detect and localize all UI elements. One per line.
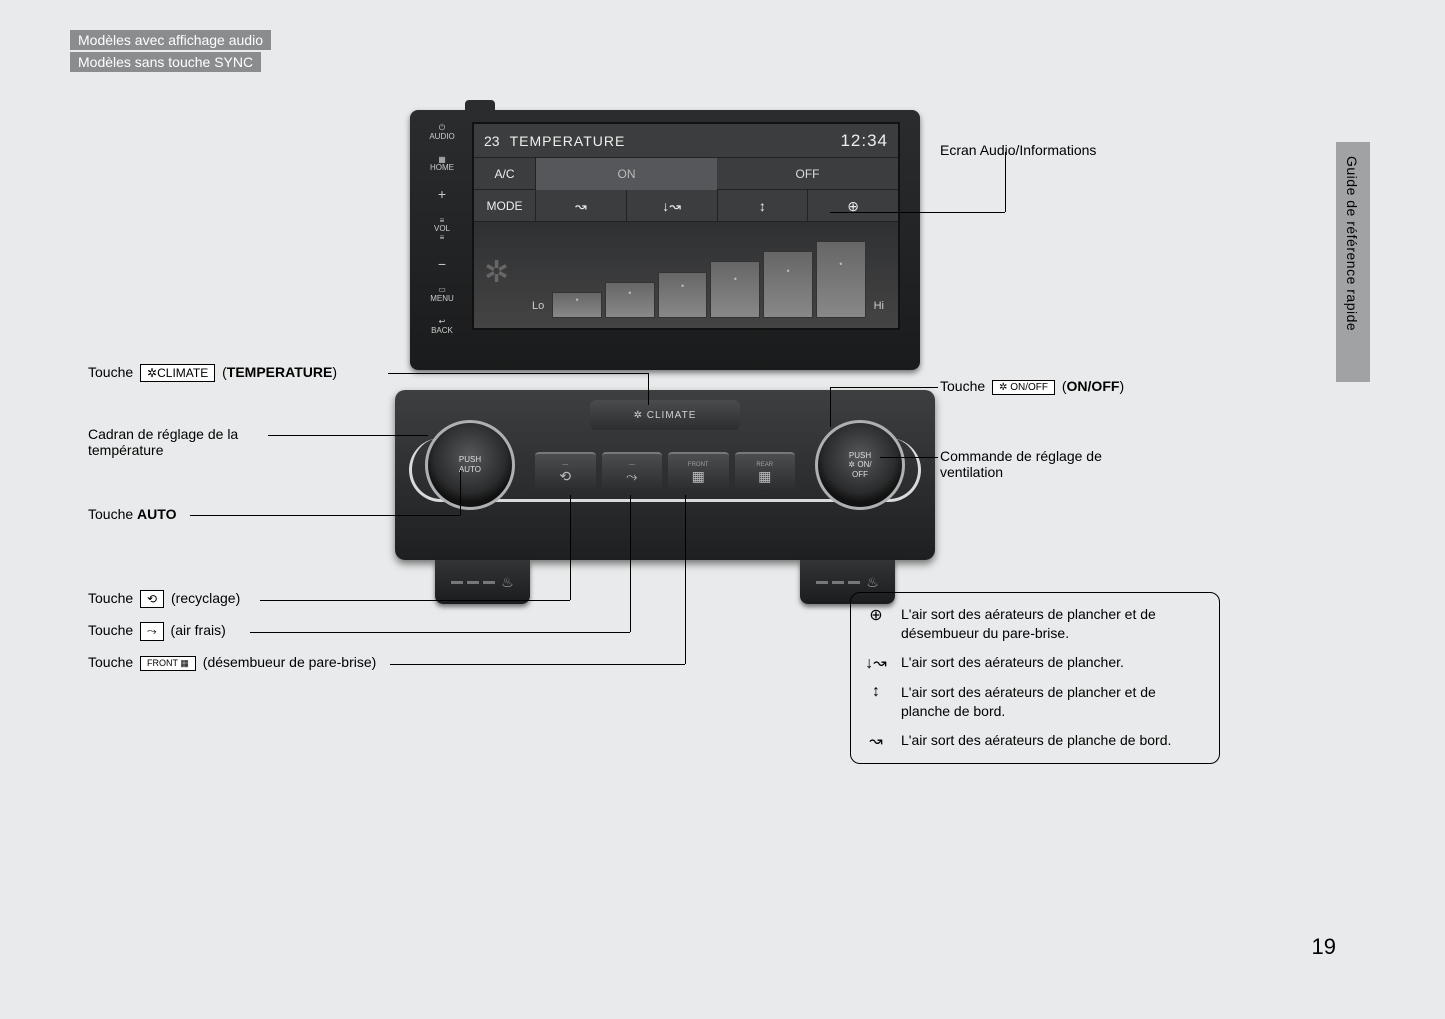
leader-auto-v [460,470,461,515]
fan-seg-5[interactable]: • [763,251,813,318]
section-tab: Guide de référence rapide [1336,142,1370,382]
label-recycle: Touche ⟲ (recyclage) [88,590,240,608]
legend-text-4: L'air sort des aérateurs de planche de b… [901,731,1205,751]
legend-icon-3: ↕ [865,683,887,721]
fresh-air-btn[interactable]: —⤳ [602,452,663,492]
fresh-icon-box: ⤳ [140,622,164,641]
leader-onoff-h [830,387,938,388]
model-tag-1: Modèles avec affichage audio [70,30,271,50]
label-defrost: Touche FRONT ▦ (désembueur de pare-brise… [88,654,376,671]
recirculate-btn[interactable]: —⟲ [535,452,596,492]
climate-icon-box: ✲CLIMATE [140,364,215,382]
mode-label: MODE [474,190,536,222]
audio-display-unit: ⏻AUDIO ▦HOME + ≡VOL≡ − ▭MENU ↩BACK 23 TE… [410,110,920,370]
fan-seg-3[interactable]: • [658,272,708,318]
climate-panel: ✲ CLIMATE PUSH AUTO PUSH ✲ ON/ OFF —⟲ —⤳… [395,390,935,560]
mode-3-btn[interactable]: ↕ [718,190,809,222]
panel-buttons: —⟲ —⤳ FRONT▦ REAR▦ [535,452,795,492]
section-tab-label: Guide de référence rapide [1344,156,1360,331]
legend-row-4: ↝ L'air sort des aérateurs de planche de… [865,731,1205,751]
back-btn[interactable]: ↩BACK [422,318,462,336]
temperature-dial[interactable]: PUSH AUTO [425,420,515,510]
legend-row-1: ⊕ L'air sort des aérateurs de plancher e… [865,605,1205,643]
fan-speed-bar[interactable]: • • • • • • [552,232,865,318]
model-tag-2: Modèles sans touche SYNC [70,52,261,72]
leader-fresh-h [250,632,630,633]
ac-label: A/C [474,158,536,190]
fan-hi: Hi [870,300,888,318]
label-auto: Touche AUTO [88,506,176,522]
touchscreen[interactable]: 23 TEMPERATURE 12:34 A/C ON OFF MODE ↝ ↓… [472,122,900,330]
mode-1-btn[interactable]: ↝ [536,190,627,222]
seat-heat-left[interactable]: ♨ [435,560,530,604]
screen-header: 23 TEMPERATURE 12:34 [474,124,898,158]
defrost-icon-box: FRONT ▦ [140,656,196,671]
vol-up-btn[interactable]: + [422,187,462,202]
fan-seg-6[interactable]: • [816,241,866,318]
label-climate: Touche ✲CLIMATE (TEMPERATURE) [88,364,337,382]
legend-row-3: ↕ L'air sort des aérateurs de plancher e… [865,683,1205,721]
leader-recycle-v [570,495,571,600]
mode-row: MODE ↝ ↓↝ ↕ ⊕ [474,190,898,222]
home-btn[interactable]: ▦HOME [422,156,462,174]
leader-defrost-h [390,664,685,665]
legend-icon-1: ⊕ [865,605,887,643]
recycle-icon-box: ⟲ [140,590,164,608]
clock: 12:34 [840,131,888,151]
ac-on-btn[interactable]: ON [536,158,717,190]
vol-label: ≡VOL≡ [422,217,462,243]
legend-text-2: L'air sort des aérateurs de plancher. [901,653,1205,673]
fan-seg-4[interactable]: • [710,261,760,318]
mode-legend: ⊕ L'air sort des aérateurs de plancher e… [850,592,1220,764]
onoff-icon-box: ✲ ON/OFF [992,380,1055,395]
leader-cadran [268,435,428,436]
leader-climate-v [648,373,649,405]
mode-2-btn[interactable]: ↓↝ [627,190,718,222]
fan-lo: Lo [528,300,548,318]
mode-4-btn[interactable]: ⊕ [808,190,898,222]
fan-icon: ✲ [484,255,524,295]
menu-btn[interactable]: ▭MENU [422,286,462,304]
label-ecran: Ecran Audio/Informations [940,142,1096,158]
page-number: 19 [1312,934,1336,960]
label-commande: Commande de réglage de ventilation [940,448,1150,480]
fan-seg-1[interactable]: • [552,292,602,318]
temp-label: TEMPERATURE [510,133,626,149]
legend-icon-2: ↓↝ [865,653,887,673]
legend-text-1: L'air sort des aérateurs de plancher et … [901,605,1205,643]
label-onoff: Touche ✲ ON/OFF (ON/OFF) [940,378,1124,395]
leader-commande [880,457,938,458]
climate-button[interactable]: ✲ CLIMATE [590,400,740,430]
legend-row-2: ↓↝ L'air sort des aérateurs de plancher. [865,653,1205,673]
fan-seg-2[interactable]: • [605,282,655,318]
legend-icon-4: ↝ [865,731,887,751]
vol-down-btn[interactable]: − [422,257,462,272]
leader-climate-h [388,373,648,374]
fan-onoff-dial[interactable]: PUSH ✲ ON/ OFF [815,420,905,510]
leader-fresh-v [630,495,631,632]
power-audio-btn[interactable]: ⏻AUDIO [422,124,462,142]
label-cadran: Cadran de réglage de la température [88,426,288,458]
leader-ecran [830,212,1005,213]
display-side-buttons: ⏻AUDIO ▦HOME + ≡VOL≡ − ▭MENU ↩BACK [422,124,462,336]
ac-off-btn[interactable]: OFF [717,158,898,190]
legend-text-3: L'air sort des aérateurs de plancher et … [901,683,1205,721]
leader-defrost-v [685,495,686,664]
fan-row[interactable]: ✲ Lo • • • • • • Hi [474,222,898,328]
front-defrost-btn[interactable]: FRONT▦ [668,452,729,492]
label-fresh: Touche ⤳ (air frais) [88,622,226,641]
leader-recycle-h [260,600,570,601]
rear-defrost-btn[interactable]: REAR▦ [735,452,796,492]
temp-value: 23 [484,133,500,149]
ac-row: A/C ON OFF [474,158,898,190]
leader-onoff-v [830,387,831,427]
page: Modèles avec affichage audio Modèles san… [70,30,1370,990]
leader-ecran-v [1005,152,1006,212]
leader-auto [190,515,460,516]
